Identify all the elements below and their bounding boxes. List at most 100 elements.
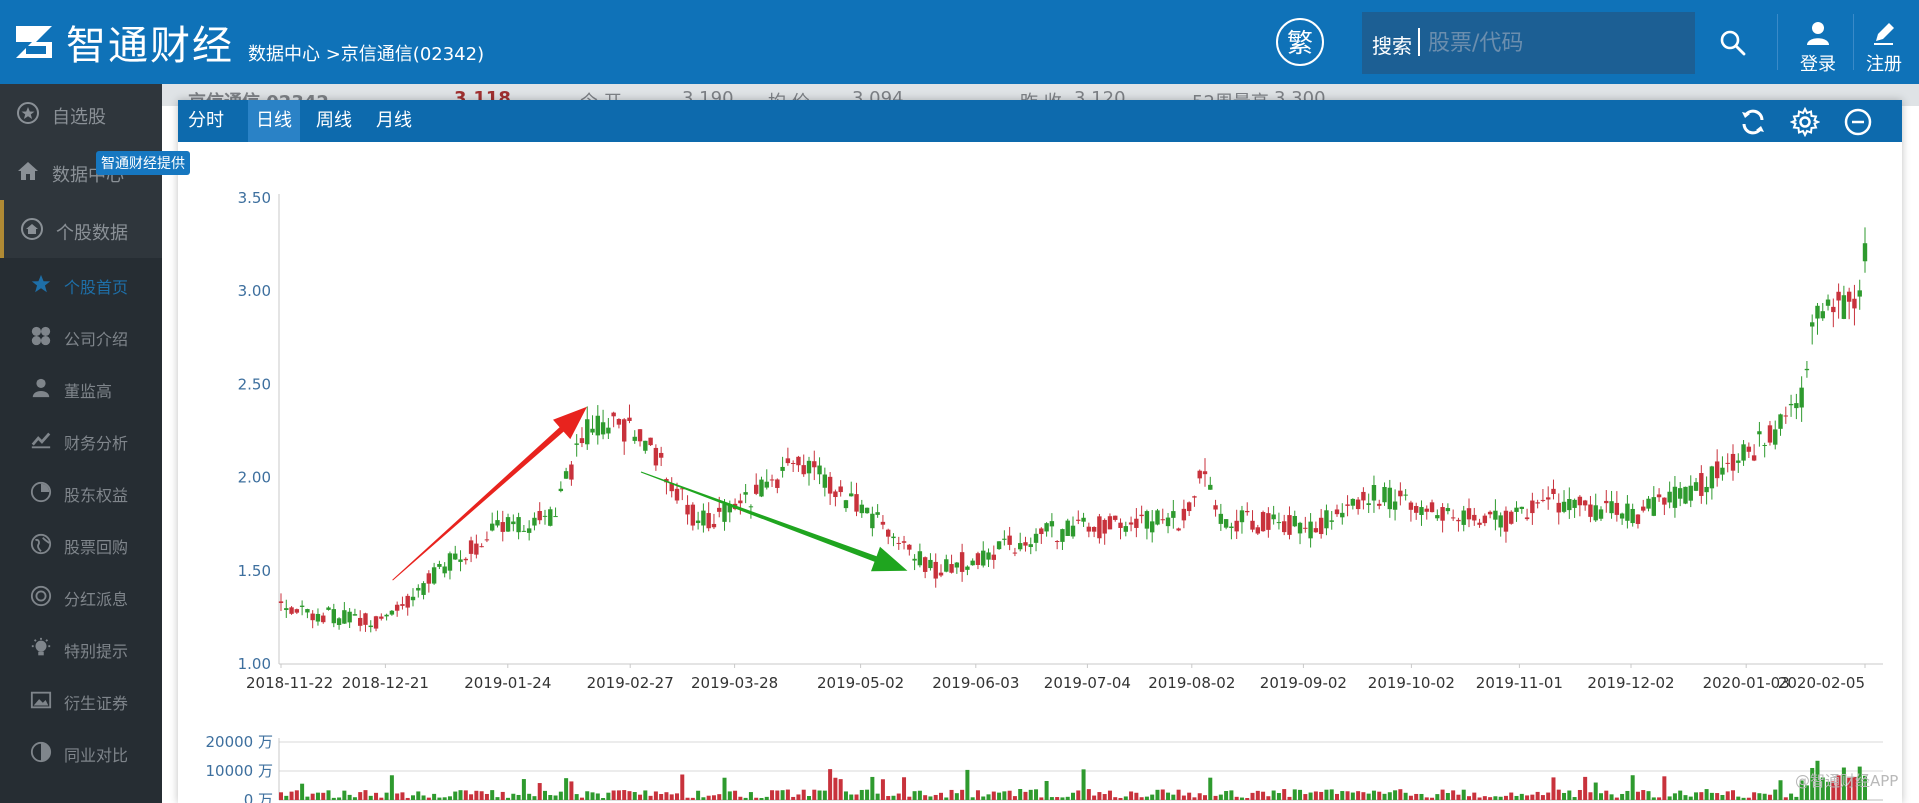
candle-body — [1171, 511, 1176, 518]
candle-body — [1630, 508, 1635, 524]
volume-bar — [463, 790, 468, 800]
register-button[interactable]: 注册 — [1856, 20, 1912, 80]
volume-bar — [1456, 794, 1461, 800]
volume-bar — [1044, 780, 1049, 800]
volume-bar — [807, 796, 811, 800]
candle-body — [838, 486, 843, 493]
candle-body — [1730, 453, 1736, 471]
candle-body — [859, 504, 864, 514]
sidebar-item-watchlist[interactable]: 自选股 — [0, 84, 162, 142]
half-circle-icon — [30, 741, 52, 763]
user-icon — [1807, 22, 1829, 45]
sidebar-sub-equity[interactable]: 股东权益 — [0, 466, 162, 518]
candle-body — [986, 552, 991, 560]
volume-bar — [432, 793, 437, 800]
candle-body — [1540, 499, 1546, 501]
volume-bar — [1430, 797, 1435, 800]
candle-body — [1324, 510, 1329, 529]
sidebar-sub-buyback[interactable]: 股票回购 — [0, 518, 162, 570]
candle-body — [801, 465, 806, 475]
search-icon[interactable] — [1718, 28, 1748, 58]
sidebar-sub-company[interactable]: 公司介绍 — [0, 310, 162, 362]
settings-gear-icon[interactable] — [1790, 107, 1820, 137]
volume-bar — [738, 796, 743, 800]
login-button[interactable]: 登录 — [1790, 20, 1846, 80]
traditional-chinese-button[interactable]: 繁 — [1276, 18, 1324, 66]
volume-bar — [859, 789, 864, 800]
volume-bar — [659, 793, 664, 800]
volume-bar — [347, 794, 352, 800]
volume-bar — [606, 792, 611, 800]
candle-body — [352, 614, 358, 616]
sidebar-sub-dividend[interactable]: 分红派息 — [0, 570, 162, 622]
volume-bar — [1472, 792, 1477, 800]
candle-body — [1498, 515, 1503, 528]
volume-bar — [532, 796, 537, 800]
candle-body — [500, 522, 505, 532]
candle-body — [1757, 431, 1762, 435]
volume-bar — [912, 791, 917, 800]
tab-weekly[interactable]: 周线 — [316, 110, 352, 131]
candle-body — [806, 460, 812, 474]
volume-bar — [1461, 789, 1466, 800]
candle-body — [907, 544, 912, 550]
candle-body — [569, 464, 574, 480]
volume-bar — [1519, 793, 1524, 800]
sidebar-item-stock-data[interactable]: 个股数据 — [0, 200, 162, 258]
breadcrumb[interactable]: 数据中心 >京信通信(02342) — [248, 44, 485, 65]
volume-bar — [1123, 796, 1128, 800]
sidebar-sub-management[interactable]: 董监高 — [0, 362, 162, 414]
candle-body — [394, 604, 400, 611]
candle-body — [1820, 311, 1825, 319]
volume-bar — [981, 796, 986, 800]
volume-bar — [1366, 793, 1371, 800]
header-divider — [1853, 14, 1854, 70]
tab-monthly[interactable]: 月线 — [376, 110, 412, 131]
candle-body — [1223, 519, 1229, 528]
volume-bar — [1419, 793, 1424, 800]
kline-chart[interactable]: 1.00 1.50 2.00 2.50 3.00 3.50 2018-11-22 2018-1… — [178, 100, 1902, 803]
volume-bar — [1424, 797, 1429, 800]
volume-bar — [1535, 791, 1540, 800]
volume-bar — [1525, 795, 1530, 800]
volume-bar — [664, 792, 669, 800]
candle-body — [706, 513, 711, 529]
volume-bar — [1794, 796, 1799, 800]
volume-bar — [1144, 796, 1149, 800]
volume-bar — [1181, 795, 1186, 800]
search-input[interactable] — [1426, 24, 1680, 62]
candle-body — [1588, 504, 1593, 517]
candle-body — [1641, 506, 1646, 511]
sidebar-sub-peers[interactable]: 同业对比 — [0, 726, 162, 778]
candle-body — [611, 412, 616, 417]
sidebar-sub-derivatives[interactable]: 衍生证券 — [0, 674, 162, 726]
candle-body — [1297, 522, 1303, 534]
volume-bar — [1826, 781, 1831, 800]
candle-body — [1123, 526, 1128, 532]
volume-bar — [326, 790, 331, 800]
candle-body — [695, 520, 701, 524]
volume-bar — [1488, 797, 1493, 800]
sidebar-sub-financials[interactable]: 财务分析 — [0, 414, 162, 466]
volume-bar — [701, 797, 706, 800]
sidebar-sub-label: 分红派息 — [64, 590, 129, 609]
sidebar-sub-alerts[interactable]: 特别提示 — [0, 622, 162, 674]
tab-intraday[interactable]: 分时 — [188, 110, 224, 131]
candle-body — [1150, 521, 1155, 533]
candle-body — [1683, 486, 1688, 504]
home-icon — [18, 162, 38, 180]
volume-bar — [548, 795, 553, 800]
volume-bar — [759, 797, 764, 800]
candle-body — [1350, 498, 1356, 506]
candle-body — [981, 550, 986, 566]
sidebar-sub-label: 股票回购 — [64, 538, 129, 557]
site-logo[interactable]: 智通财经 — [12, 16, 234, 69]
volume-bar — [1467, 796, 1471, 800]
minimize-icon[interactable] — [1843, 107, 1873, 137]
sidebar-sub-label: 财务分析 — [64, 434, 129, 453]
candle-body — [944, 559, 949, 572]
refresh-icon[interactable] — [1738, 107, 1768, 137]
volume-bar — [511, 793, 516, 800]
tab-daily[interactable]: 日线 — [248, 100, 300, 142]
sidebar-sub-stock-home[interactable]: 个股首页 — [0, 258, 162, 310]
